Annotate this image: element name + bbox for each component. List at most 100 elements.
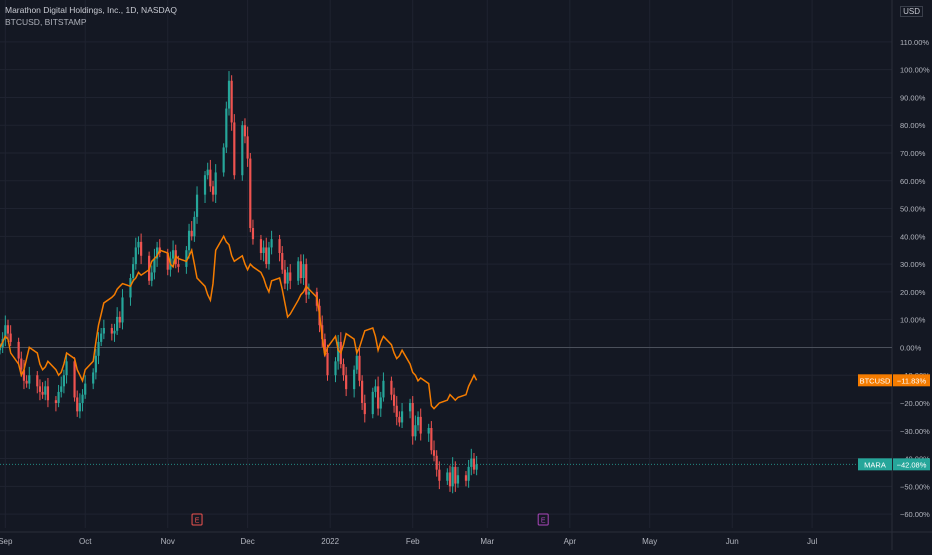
y-tick-label: 50.00% — [900, 205, 926, 214]
candle-body — [132, 264, 135, 278]
candle-body — [470, 458, 473, 467]
candle-body — [6, 325, 10, 334]
candle-body — [390, 380, 393, 395]
y-tick-label: 30.00% — [900, 260, 926, 269]
y-tick-label: 80.00% — [900, 121, 926, 130]
candle-body — [211, 186, 215, 195]
btcusd-value-tag: −11.83% — [897, 376, 927, 385]
candle-body — [246, 136, 249, 159]
candle-body — [9, 333, 12, 342]
candle-body — [435, 455, 438, 470]
candle-body — [28, 375, 31, 384]
candle-body — [225, 108, 228, 148]
candle-body — [411, 403, 414, 437]
candle-body — [92, 372, 95, 384]
candle-body — [371, 391, 374, 415]
x-tick-label: Apr — [564, 537, 577, 546]
candle-body — [206, 169, 209, 176]
candle-body — [102, 328, 105, 334]
candle-body — [395, 405, 398, 417]
mara-last-value-tag: MARA −42.08% — [858, 458, 930, 471]
candle-body — [209, 169, 212, 187]
candle-body — [140, 241, 143, 256]
candle-body — [36, 375, 39, 387]
x-tick-label: Jun — [726, 537, 739, 546]
y-tick-label: 90.00% — [900, 93, 926, 102]
currency-badge[interactable]: USD — [900, 6, 923, 17]
candle-body — [299, 261, 302, 278]
y-tick-label: −20.00% — [900, 399, 930, 408]
candle-body — [379, 397, 382, 409]
candle-body — [342, 364, 345, 376]
candle-body — [76, 397, 79, 412]
mara-value-tag-bg — [893, 458, 930, 471]
y-tick-label: −60.00% — [900, 510, 930, 519]
x-tick-label: 2022 — [321, 537, 339, 546]
candle-body — [419, 416, 422, 434]
candle-body — [432, 450, 436, 456]
candle-body — [177, 264, 180, 267]
candle-body — [286, 272, 289, 284]
x-tick-label: Sep — [0, 537, 13, 546]
btcusd-symbol-tag: BTCUSD — [860, 376, 891, 385]
candle-body — [243, 125, 247, 137]
candle-body — [408, 403, 412, 412]
candle-body — [363, 403, 366, 415]
candle-body — [267, 247, 271, 265]
candle-body — [289, 272, 292, 281]
y-tick-label: 0.00% — [900, 343, 922, 352]
candle-body — [78, 403, 81, 412]
candle-body — [358, 355, 361, 381]
candle-body — [446, 472, 449, 481]
candle-body — [155, 247, 159, 259]
x-tick-label: Nov — [161, 537, 175, 546]
candle-body — [475, 464, 478, 470]
btcusd-symbol-tag-bg — [858, 374, 892, 387]
candle-body — [345, 375, 348, 390]
candle-body — [230, 80, 233, 123]
y-tick-label: 40.00% — [900, 232, 926, 241]
candle-body — [353, 369, 356, 390]
candle-body — [398, 416, 401, 423]
candle-body — [94, 355, 97, 373]
candle-body — [227, 80, 231, 109]
candle-body — [81, 394, 84, 403]
candle-body — [414, 425, 417, 437]
y-tick-label: −50.00% — [900, 482, 930, 491]
candle-body — [73, 361, 76, 398]
x-tick-label: May — [642, 537, 657, 546]
x-tick-label: Mar — [480, 537, 494, 546]
candle-body — [323, 339, 326, 353]
candle-body — [430, 428, 433, 451]
candle-body — [392, 394, 396, 406]
mara-candles — [0, 71, 478, 494]
x-tick-label: Oct — [79, 537, 92, 546]
candle-body — [377, 386, 380, 409]
candle-body — [20, 358, 23, 370]
candle-body — [65, 361, 68, 376]
mara-symbol-tag-bg — [858, 458, 892, 471]
candle-body — [259, 239, 263, 253]
candle-body — [190, 230, 193, 237]
candle-body — [214, 172, 217, 195]
candle-body — [137, 241, 140, 248]
chart-title: Marathon Digital Holdings, Inc., 1D, NAS… — [5, 5, 177, 15]
candle-body — [222, 147, 225, 173]
earnings-marker — [191, 513, 203, 526]
candle-body — [84, 383, 87, 395]
candle-body — [374, 386, 377, 392]
candle-body — [456, 475, 460, 484]
candle-body — [129, 278, 132, 298]
candle-body — [60, 386, 63, 392]
candle-body — [150, 272, 153, 281]
candle-body — [17, 341, 20, 359]
candle-body — [454, 466, 457, 484]
candle-body — [193, 216, 196, 237]
candle-body — [121, 297, 124, 323]
btcusd-last-value-tag: BTCUSD −11.83% — [858, 374, 930, 387]
candle-body — [361, 380, 364, 403]
candle-body — [185, 250, 188, 267]
candle-body — [302, 264, 305, 278]
